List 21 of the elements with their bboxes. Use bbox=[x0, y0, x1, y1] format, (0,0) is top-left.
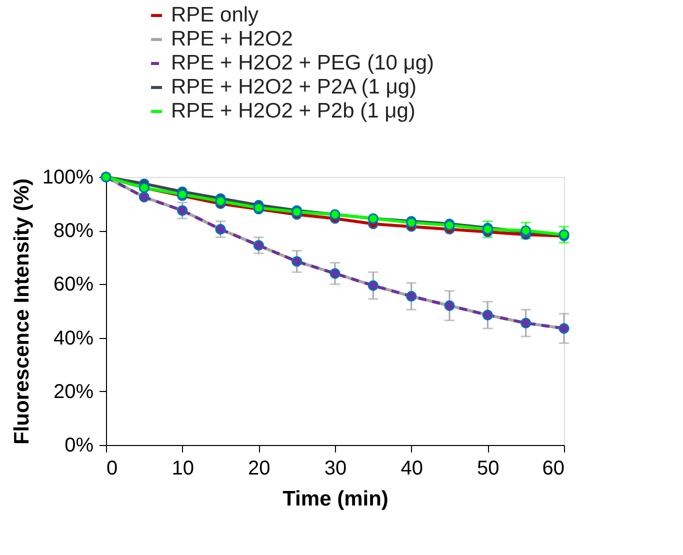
y-tick-label: 60% bbox=[53, 274, 94, 296]
point bbox=[215, 196, 226, 206]
legend-label: RPE only bbox=[171, 4, 260, 26]
x-tick-label: 30 bbox=[324, 458, 347, 480]
x-tick-label: 20 bbox=[248, 458, 270, 480]
y-tick-label: 100% bbox=[42, 166, 94, 188]
x-tick-label: 40 bbox=[400, 458, 423, 480]
y-tick-label: 0% bbox=[64, 434, 94, 456]
y-tick-label: 80% bbox=[53, 220, 94, 242]
x-tick-label: 0 bbox=[106, 458, 118, 480]
x-tick-label: 50 bbox=[477, 458, 500, 480]
y-tick-label: 40% bbox=[53, 327, 94, 350]
x-tick-label: 10 bbox=[172, 458, 194, 480]
legend-label: RPE + H2O2 + P2b (1 μg) bbox=[171, 100, 416, 122]
x-tick-label: 60 bbox=[542, 458, 564, 480]
x-axis-title: Time (min) bbox=[282, 488, 388, 510]
y-axis-title: Fluorescence Intensity (%) bbox=[10, 178, 34, 445]
legend-label: RPE + H2O2 + P2A (1 μg) bbox=[171, 76, 417, 98]
legend-label: RPE + H2O2 + PEG (10 μg) bbox=[171, 52, 434, 74]
legend-label: RPE + H2O2 bbox=[171, 28, 293, 50]
y-tick-label: 20% bbox=[53, 380, 94, 403]
